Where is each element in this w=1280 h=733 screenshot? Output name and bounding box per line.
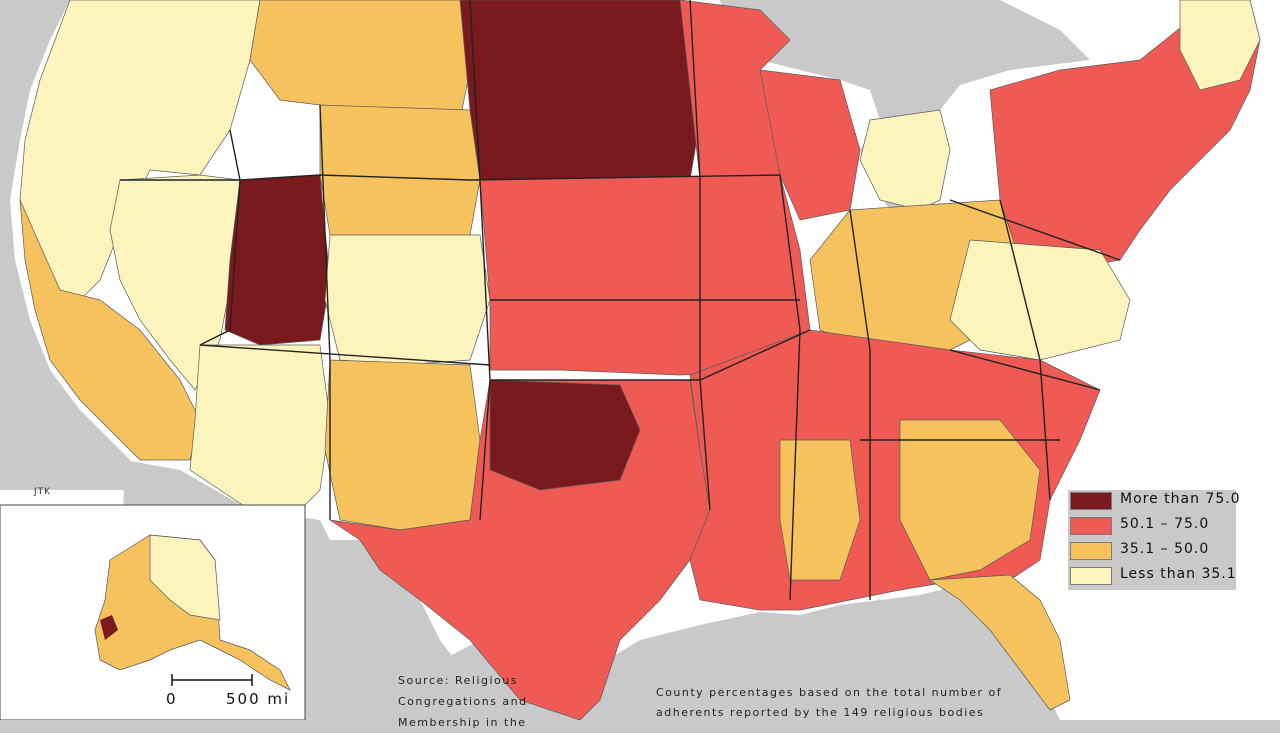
map-credit: JTK bbox=[34, 487, 52, 497]
region-maine bbox=[1179, 0, 1261, 91]
legend-swatch bbox=[1070, 567, 1112, 585]
region-wyoming bbox=[319, 104, 481, 241]
source-note: Source: Religious Congregations and Memb… bbox=[398, 674, 528, 729]
legend-item: Less than 35.1 bbox=[1068, 565, 1236, 587]
legend-swatch bbox=[1070, 517, 1112, 535]
legend-label: 50.1 – 75.0 bbox=[1120, 516, 1210, 532]
region-oklahoma-core bbox=[489, 379, 641, 491]
region-utah bbox=[224, 174, 331, 346]
region-west-coast bbox=[19, 0, 261, 301]
scale-label-zero: 0 bbox=[166, 690, 178, 708]
region-florida bbox=[928, 574, 1071, 711]
legend-label: Less than 35.1 bbox=[1120, 566, 1237, 582]
region-plains bbox=[479, 174, 811, 376]
great-lakes-water bbox=[720, 0, 1090, 210]
legend-label: 35.1 – 50.0 bbox=[1120, 541, 1210, 557]
region-mississippi-light bbox=[779, 439, 861, 581]
pacific-ocean bbox=[0, 0, 130, 490]
map-legend: More than 75.0 50.1 – 75.0 35.1 – 50.0 L… bbox=[1068, 490, 1240, 590]
legend-swatch bbox=[1070, 492, 1112, 510]
alaska-light-region bbox=[149, 534, 221, 621]
region-nevada bbox=[109, 174, 241, 391]
scale-label-distance: 500 mi bbox=[226, 690, 291, 708]
legend-label: More than 75.0 bbox=[1120, 491, 1241, 507]
region-new-mexico bbox=[324, 359, 481, 531]
legend-item: 50.1 – 75.0 bbox=[1068, 515, 1236, 537]
region-virginia bbox=[949, 239, 1131, 361]
legend-item: More than 75.0 bbox=[1068, 490, 1240, 512]
region-california bbox=[19, 199, 201, 461]
us-counties bbox=[19, 0, 1261, 720]
alaska-maroon-region bbox=[100, 615, 118, 640]
region-colorado bbox=[324, 234, 491, 366]
bottom-note: County percentages based on the total nu… bbox=[656, 686, 1003, 719]
state-borders bbox=[120, 0, 1121, 601]
legend-item: 35.1 – 50.0 bbox=[1068, 540, 1236, 562]
legend-swatch bbox=[1070, 542, 1112, 560]
region-georgia bbox=[899, 419, 1041, 581]
region-dakotas bbox=[459, 0, 701, 186]
